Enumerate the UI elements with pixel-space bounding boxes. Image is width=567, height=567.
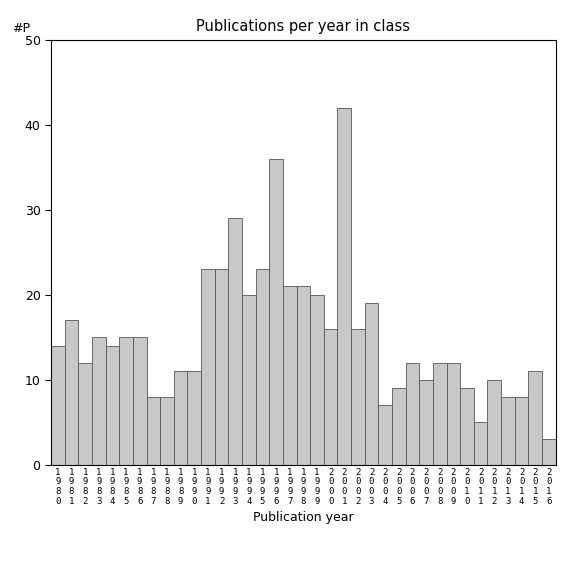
Bar bbox=[433, 363, 447, 465]
Bar bbox=[392, 388, 405, 465]
Bar bbox=[119, 337, 133, 465]
Bar bbox=[351, 329, 365, 465]
Bar bbox=[105, 346, 119, 465]
Bar bbox=[133, 337, 146, 465]
Bar bbox=[78, 363, 92, 465]
Bar bbox=[501, 397, 515, 465]
Bar bbox=[65, 320, 78, 465]
Bar bbox=[337, 108, 351, 465]
Bar bbox=[460, 388, 474, 465]
Bar bbox=[160, 397, 174, 465]
Bar bbox=[474, 422, 488, 465]
Bar bbox=[378, 405, 392, 465]
Bar bbox=[242, 295, 256, 465]
Bar bbox=[51, 346, 65, 465]
Bar bbox=[447, 363, 460, 465]
Bar bbox=[515, 397, 528, 465]
Bar bbox=[269, 159, 283, 465]
Bar bbox=[283, 286, 297, 465]
Bar bbox=[528, 371, 542, 465]
Bar bbox=[201, 269, 215, 465]
X-axis label: Publication year: Publication year bbox=[253, 511, 354, 524]
Bar bbox=[146, 397, 160, 465]
Bar bbox=[174, 371, 188, 465]
Bar bbox=[542, 439, 556, 465]
Bar bbox=[365, 303, 378, 465]
Bar bbox=[188, 371, 201, 465]
Bar bbox=[215, 269, 229, 465]
Bar bbox=[324, 329, 337, 465]
Bar bbox=[488, 380, 501, 465]
Bar bbox=[256, 269, 269, 465]
Bar bbox=[92, 337, 105, 465]
Y-axis label: #P: #P bbox=[12, 23, 29, 35]
Bar bbox=[229, 218, 242, 465]
Bar bbox=[310, 295, 324, 465]
Bar bbox=[297, 286, 310, 465]
Bar bbox=[405, 363, 419, 465]
Title: Publications per year in class: Publications per year in class bbox=[196, 19, 411, 35]
Bar bbox=[419, 380, 433, 465]
